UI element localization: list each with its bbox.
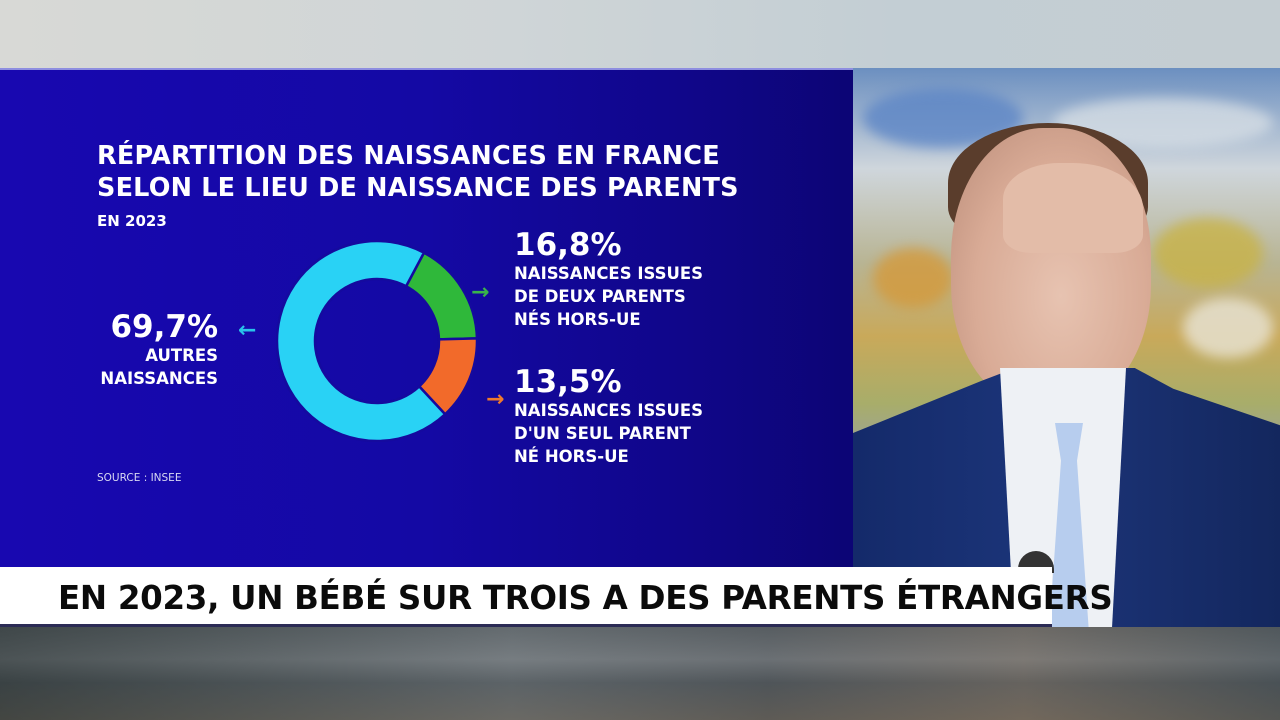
label-un-parent-line3: NÉ HORS-UE	[514, 447, 629, 466]
studio-background-bottom	[0, 627, 1280, 720]
arrow-left-icon: ←	[238, 318, 257, 343]
headline-text: EN 2023, UN BÉBÉ SUR TROIS A DES PARENTS…	[58, 579, 1113, 617]
chart-subtitle: EN 2023	[97, 212, 167, 230]
arrow-right-orange-icon: →	[486, 387, 505, 412]
donut-chart	[276, 240, 478, 442]
source-note: SOURCE : INSEE	[97, 472, 182, 484]
label-autres-line1: AUTRES	[145, 346, 218, 365]
headline-banner: EN 2023, UN BÉBÉ SUR TROIS A DES PARENTS…	[0, 567, 1113, 627]
legend-un-parent: 13,5% NAISSANCES ISSUES D'UN SEUL PARENT…	[514, 365, 703, 468]
infographic-panel	[0, 68, 853, 567]
slice-autres	[276, 240, 447, 442]
studio-background-top	[0, 0, 1280, 68]
label-autres-line2: NAISSANCES	[100, 369, 218, 388]
label-deux-parents-line3: NÉS HORS-UE	[514, 310, 641, 329]
legend-deux-parents: 16,8% NAISSANCES ISSUES DE DEUX PARENTS …	[514, 228, 703, 331]
chart-title-line2: SELON LE LIEU DE NAISSANCE DES PARENTS	[97, 173, 739, 203]
chart-title-line1: RÉPARTITION DES NAISSANCES EN FRANCE	[97, 141, 720, 171]
chart-title: RÉPARTITION DES NAISSANCES EN FRANCE SEL…	[97, 140, 739, 204]
label-deux-parents-line2: DE DEUX PARENTS	[514, 287, 686, 306]
arrow-right-green-icon: →	[471, 280, 490, 305]
legend-autres: 69,7% AUTRES NAISSANCES	[97, 310, 218, 390]
label-un-parent-line2: D'UN SEUL PARENT	[514, 424, 691, 443]
label-deux-parents-line1: NAISSANCES ISSUES	[514, 264, 704, 283]
label-un-parent-line1: NAISSANCES ISSUES	[514, 401, 704, 420]
person-forehead	[1003, 163, 1143, 253]
studio-camera-feed	[853, 68, 1280, 627]
value-un-parent: 13,5%	[514, 364, 622, 400]
value-deux-parents: 16,8%	[514, 227, 622, 263]
value-autres: 69,7%	[110, 309, 218, 345]
